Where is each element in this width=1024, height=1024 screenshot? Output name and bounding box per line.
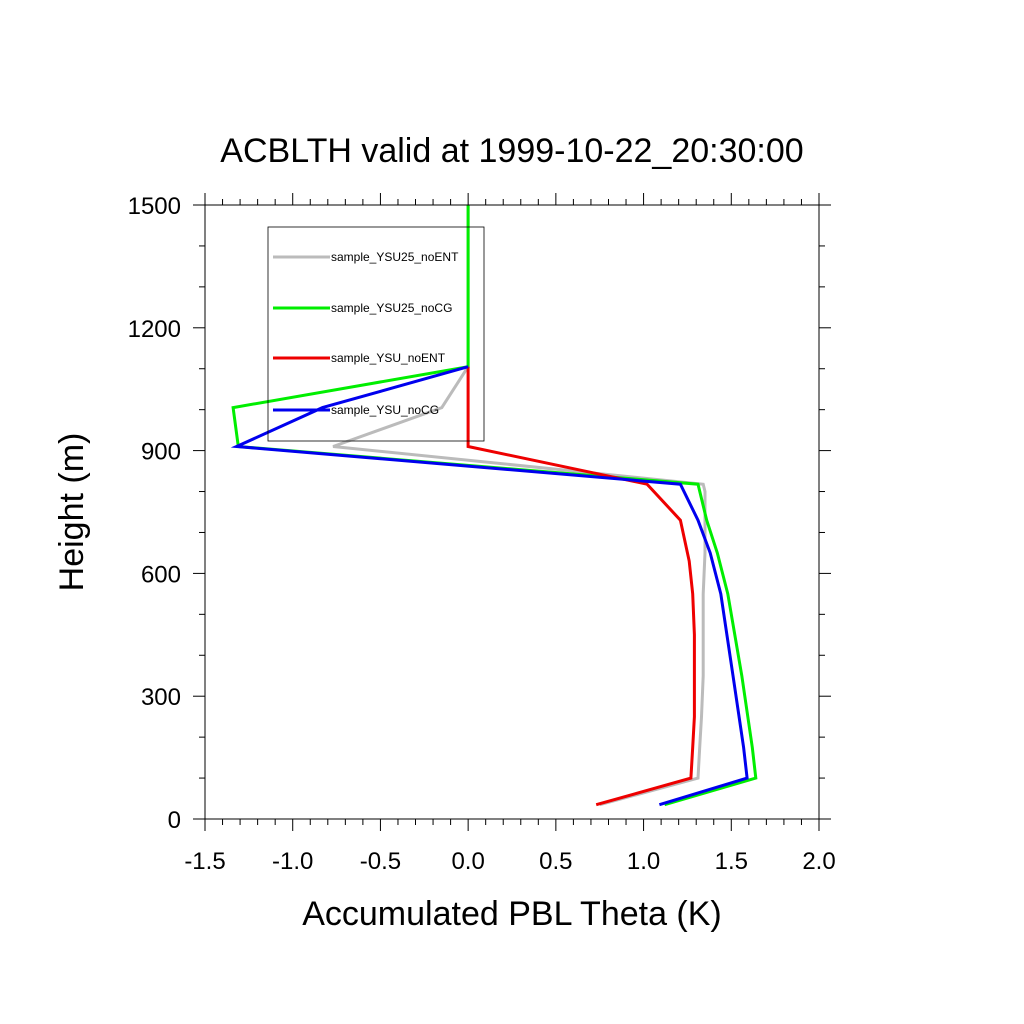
- x-tick-label: 0.0: [451, 848, 484, 875]
- y-tick-label: 0: [168, 807, 181, 834]
- y-tick-label: 1200: [128, 316, 181, 343]
- x-tick-label: 0.5: [539, 848, 572, 875]
- legend: sample_YSU25_noENT sample_YSU25_noCGsampl…: [267, 226, 485, 442]
- legend-label: sample_YSU25_noENT: [331, 250, 459, 264]
- series-line-sample_YSU25_noENT: [332, 205, 707, 807]
- series-lines: [230, 205, 758, 807]
- chart-title: ACBLTH valid at 1999-10-22_20:30:00: [220, 132, 803, 170]
- x-tick-label: 1.5: [715, 848, 748, 875]
- x-tick-label: -1.5: [184, 848, 225, 875]
- legend-label: sample_YSU_noCG: [331, 403, 439, 417]
- x-tick-label: 1.0: [627, 848, 660, 875]
- x-tick-label: -0.5: [360, 848, 401, 875]
- y-tick-label: 900: [141, 439, 181, 466]
- y-tick-label: 1500: [128, 193, 181, 220]
- legend-label: sample_YSU25_noCG: [331, 301, 452, 315]
- y-tick-label: 300: [141, 684, 181, 711]
- axis-ticks: [193, 193, 831, 831]
- legend-label: sample_YSU_noENT: [331, 351, 446, 365]
- y-tick-label: 600: [141, 561, 181, 588]
- legend-box: [267, 226, 485, 442]
- x-tick-label: 2.0: [802, 848, 835, 875]
- series-line-sample_YSU_noENT: [466, 366, 696, 807]
- series-line-sample_YSU25_noCG: [231, 205, 758, 807]
- plot-frame: [204, 204, 820, 820]
- x-axis-title: Accumulated PBL Theta (K): [302, 895, 722, 933]
- series-line-sample_YSU_noCG: [230, 365, 749, 807]
- tick-labels: -1.5 -1.0 -0.5 0.0 0.5 1.0 1.5 2.0 0 300 600 900 120…: [128, 193, 836, 875]
- x-tick-label: -1.0: [272, 848, 313, 875]
- y-axis-title: Height (m): [53, 433, 91, 592]
